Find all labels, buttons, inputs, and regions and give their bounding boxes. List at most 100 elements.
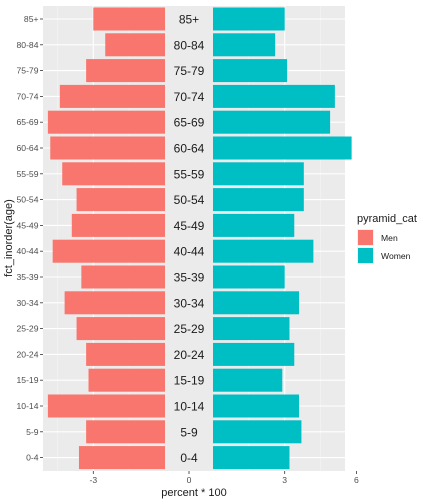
- y-tick-label: 0-4: [26, 453, 39, 463]
- center-age-label: 25-29: [174, 322, 205, 336]
- bar-men-45-49: [71, 213, 165, 237]
- bar-men-35-39: [81, 265, 165, 289]
- bar-men-75-79: [86, 59, 165, 83]
- bar-men-30-34: [64, 291, 165, 315]
- y-axis-title: fct_inorder(age): [3, 199, 15, 277]
- center-age-label: 55-59: [174, 167, 205, 181]
- bar-women-20-24: [213, 342, 295, 366]
- bar-women-50-54: [213, 188, 304, 212]
- bar-men-60-64: [50, 136, 165, 160]
- y-tick-label: 30-34: [17, 298, 39, 308]
- bar-women-25-29: [213, 317, 290, 341]
- center-age-label: 20-24: [174, 348, 205, 362]
- bar-women-85+: [213, 7, 285, 31]
- y-tick-label: 45-49: [17, 220, 39, 230]
- center-age-label: 40-44: [174, 245, 205, 259]
- bar-women-40-44: [213, 239, 314, 263]
- y-tick-label: 55-59: [17, 169, 39, 179]
- y-tick-label: 40-44: [17, 246, 39, 256]
- center-label-band: [165, 57, 213, 84]
- center-label-band: [165, 160, 213, 187]
- center-label-band: [165, 444, 213, 471]
- center-label-band: [165, 238, 213, 265]
- center-age-label: 10-14: [174, 400, 205, 414]
- bar-men-55-59: [62, 162, 166, 186]
- x-tick-label: -3: [89, 475, 97, 485]
- bar-women-10-14: [213, 394, 300, 418]
- x-tick-label: 3: [282, 475, 287, 485]
- bar-men-70-74: [59, 84, 166, 108]
- x-axis-title: percent * 100: [161, 487, 226, 499]
- bar-men-40-44: [52, 239, 165, 263]
- y-tick-label: 20-24: [17, 349, 39, 359]
- bar-men-85+: [93, 7, 165, 31]
- center-label-band: [165, 31, 213, 58]
- bar-men-20-24: [86, 342, 165, 366]
- bar-women-45-49: [213, 213, 295, 237]
- center-label-band: [165, 289, 213, 316]
- legend-label-women: Women: [381, 251, 411, 261]
- center-age-label: 80-84: [174, 38, 205, 52]
- bar-women-70-74: [213, 84, 335, 108]
- center-label-band: [165, 341, 213, 368]
- y-tick-label: 75-79: [17, 66, 39, 76]
- center-label-band: [165, 6, 213, 32]
- center-label-band: [165, 83, 213, 110]
- center-label-band: [165, 315, 213, 342]
- center-age-labels: 0-4 5-9 10-14 15-19 20-24 25-29 30-34 35-39 40-4…: [165, 6, 213, 471]
- center-age-label: 0-4: [180, 451, 198, 465]
- x-tick-label: 0: [187, 475, 192, 485]
- center-age-label: 45-49: [174, 219, 205, 233]
- center-age-label: 75-79: [174, 64, 205, 78]
- bar-men-15-19: [88, 368, 165, 392]
- center-age-label: 50-54: [174, 193, 205, 207]
- bar-men-65-69: [47, 110, 165, 134]
- legend-label-men: Men: [381, 233, 398, 243]
- center-label-band: [165, 264, 213, 290]
- y-tick-label: 65-69: [17, 117, 39, 127]
- bar-women-5-9: [213, 420, 302, 444]
- bars: [47, 7, 352, 470]
- y-tick-label: 85+: [24, 14, 39, 24]
- y-tick-label: 15-19: [17, 375, 39, 385]
- center-label-band: [165, 393, 213, 419]
- bar-women-80-84: [213, 33, 276, 57]
- center-age-label: 85+: [179, 13, 199, 27]
- legend-title: pyramid_cat: [357, 213, 417, 225]
- center-age-label: 70-74: [174, 90, 205, 104]
- legend: pyramid_cat Men Women: [357, 213, 417, 264]
- center-label-band: [165, 367, 213, 394]
- center-label-band: [165, 212, 213, 239]
- y-tick-label: 5-9: [26, 427, 39, 437]
- bar-men-10-14: [47, 394, 165, 418]
- center-age-label: 60-64: [174, 142, 205, 156]
- legend-swatch-men: [358, 230, 373, 245]
- center-age-label: 65-69: [174, 116, 205, 130]
- y-tick-label: 60-64: [17, 143, 39, 153]
- y-tick-label: 10-14: [17, 401, 39, 411]
- bar-women-65-69: [213, 110, 331, 134]
- y-tick-label: 80-84: [17, 40, 39, 50]
- x-axis-ticks: -3 0 3 6: [89, 471, 359, 485]
- center-label-band: [165, 186, 213, 213]
- bar-men-5-9: [86, 420, 165, 444]
- legend-swatch-women: [358, 248, 373, 263]
- bar-women-15-19: [213, 368, 283, 392]
- center-age-label: 15-19: [174, 374, 205, 388]
- bar-women-60-64: [213, 136, 352, 160]
- bar-women-55-59: [213, 162, 304, 186]
- x-tick-label: 6: [354, 475, 359, 485]
- y-tick-label: 70-74: [17, 91, 39, 101]
- bar-women-0-4: [213, 446, 290, 470]
- center-age-label: 35-39: [174, 271, 205, 285]
- center-label-band: [165, 418, 213, 445]
- center-age-label: 30-34: [174, 296, 205, 310]
- y-axis-ticks: 0-4 5-9 10-14 15-19 20-24 25-29 30-34 35-39 40-4…: [17, 14, 43, 463]
- bar-men-80-84: [105, 33, 165, 57]
- bar-men-0-4: [78, 446, 165, 470]
- bar-men-25-29: [76, 317, 165, 341]
- center-label-band: [165, 109, 213, 136]
- center-age-label: 5-9: [180, 425, 198, 439]
- bar-women-30-34: [213, 291, 300, 315]
